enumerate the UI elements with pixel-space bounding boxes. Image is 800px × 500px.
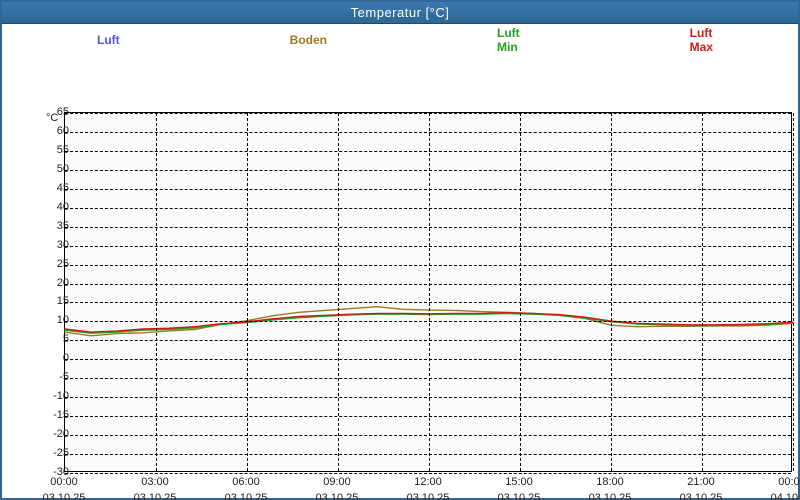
x-gridline bbox=[247, 113, 248, 471]
y-tick-label-65: 65 bbox=[21, 106, 69, 118]
y-tick-label--15: -15 bbox=[21, 409, 69, 421]
plot-container: °C 65 60 55 50 45 40 35 30 25 20 15 10 5 0 -5 -10 -15 -20… bbox=[2, 56, 800, 468]
x-date-label-1: 03.10.25 bbox=[120, 492, 190, 500]
legend-item-luftmax[interactable]: Luft Max bbox=[690, 26, 713, 54]
y-gridline bbox=[65, 340, 791, 341]
legend-item-boden[interactable]: Boden bbox=[290, 33, 327, 47]
x-date-label-0: 03.10.25 bbox=[29, 492, 99, 500]
y-tick-label--5: -5 bbox=[21, 371, 69, 383]
y-tick-label-5: 5 bbox=[21, 333, 69, 345]
y-gridline bbox=[65, 132, 791, 133]
x-gridline bbox=[156, 113, 157, 471]
x-tick-label-1: 03:00 bbox=[125, 476, 185, 488]
x-tick-label-8: 00:00 bbox=[762, 476, 800, 488]
y-tick-label-35: 35 bbox=[21, 220, 69, 232]
y-tick-label-40: 40 bbox=[21, 201, 69, 213]
x-tick-label-4: 12:00 bbox=[398, 476, 458, 488]
x-date-label-8: 04.10.25 bbox=[757, 492, 800, 500]
x-tick-label-0: 00:00 bbox=[34, 476, 94, 488]
y-gridline bbox=[65, 321, 791, 322]
y-tick-label-30: 30 bbox=[21, 239, 69, 251]
plot-area[interactable] bbox=[64, 112, 792, 472]
y-gridline bbox=[65, 435, 791, 436]
x-tick-label-6: 18:00 bbox=[580, 476, 640, 488]
y-tick-label-20: 20 bbox=[21, 277, 69, 289]
y-tick-label--20: -20 bbox=[21, 428, 69, 440]
y-gridline bbox=[65, 189, 791, 190]
y-gridline bbox=[65, 246, 791, 247]
y-gridline bbox=[65, 151, 791, 152]
y-gridline bbox=[65, 454, 791, 455]
y-tick-label-45: 45 bbox=[21, 182, 69, 194]
x-date-label-2: 03.10.25 bbox=[211, 492, 281, 500]
y-tick-label-25: 25 bbox=[21, 258, 69, 270]
x-date-label-7: 03.10.25 bbox=[666, 492, 736, 500]
y-gridline bbox=[65, 284, 791, 285]
x-tick-label-2: 06:00 bbox=[216, 476, 276, 488]
y-tick-label-55: 55 bbox=[21, 144, 69, 156]
x-tick-label-5: 15:00 bbox=[489, 476, 549, 488]
x-gridline bbox=[520, 113, 521, 471]
x-date-label-3: 03.10.25 bbox=[302, 492, 372, 500]
legend-item-luftmin[interactable]: Luft Min bbox=[497, 26, 520, 54]
y-gridline bbox=[65, 208, 791, 209]
x-date-label-5: 03.10.25 bbox=[484, 492, 554, 500]
y-gridline bbox=[65, 302, 791, 303]
y-tick-label-60: 60 bbox=[21, 125, 69, 137]
y-gridline bbox=[65, 378, 791, 379]
y-gridline bbox=[65, 416, 791, 417]
x-date-label-4: 03.10.25 bbox=[393, 492, 463, 500]
window-title-bar: Temperatur [°C] bbox=[2, 2, 798, 24]
y-gridline bbox=[65, 227, 791, 228]
x-gridline bbox=[702, 113, 703, 471]
y-tick-label--10: -10 bbox=[21, 390, 69, 402]
x-date-label-6: 03.10.25 bbox=[575, 492, 645, 500]
x-tick-label-7: 21:00 bbox=[671, 476, 731, 488]
y-gridline bbox=[65, 265, 791, 266]
y-tick-label-10: 10 bbox=[21, 314, 69, 326]
y-gridline bbox=[65, 397, 791, 398]
y-tick-label-0: 0 bbox=[21, 352, 69, 364]
chart-legend: Luft Boden Luft Min Luft Max bbox=[2, 24, 798, 56]
y-tick-label-15: 15 bbox=[21, 295, 69, 307]
y-gridline bbox=[65, 170, 791, 171]
y-gridline bbox=[65, 113, 791, 114]
x-gridline bbox=[793, 113, 794, 471]
legend-item-luft[interactable]: Luft bbox=[97, 33, 120, 47]
y-tick-label-50: 50 bbox=[21, 163, 69, 175]
y-gridline bbox=[65, 359, 791, 360]
x-gridline bbox=[611, 113, 612, 471]
y-tick-label--25: -25 bbox=[21, 447, 69, 459]
temperature-chart-window: Temperatur [°C] Luft Boden Luft Min Luft… bbox=[0, 0, 800, 500]
x-gridline bbox=[338, 113, 339, 471]
x-tick-label-3: 09:00 bbox=[307, 476, 367, 488]
window-title: Temperatur [°C] bbox=[351, 5, 450, 20]
y-gridline bbox=[65, 473, 791, 474]
x-gridline bbox=[429, 113, 430, 471]
